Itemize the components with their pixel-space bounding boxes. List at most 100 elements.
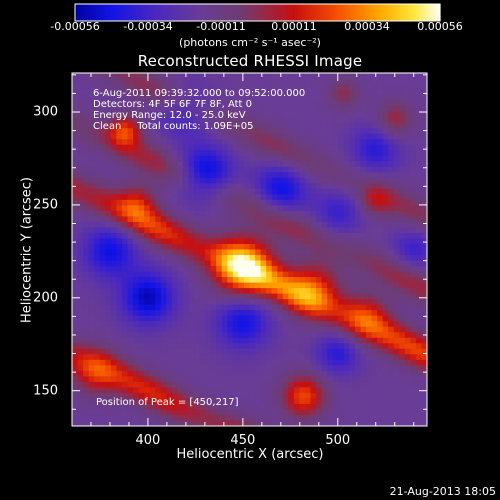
heatmap-cell (160, 216, 167, 223)
heatmap-cell (127, 326, 134, 333)
heatmap-cell (316, 111, 323, 118)
heatmap-cell (271, 172, 278, 179)
heatmap-cell (133, 227, 140, 234)
heatmap-cell (271, 343, 278, 350)
heatmap-cell (371, 227, 378, 234)
heatmap-cell (188, 392, 195, 399)
heatmap-cell (393, 310, 400, 317)
heatmap-cell (388, 183, 395, 190)
heatmap-cell (349, 271, 356, 278)
heatmap-cell (127, 315, 134, 322)
heatmap-cell (116, 403, 123, 410)
heatmap-cell (321, 365, 328, 372)
heatmap-cell (293, 299, 300, 306)
heatmap-cell (377, 161, 384, 168)
heatmap-cell (327, 403, 334, 410)
heatmap-cell (88, 139, 95, 146)
heatmap-cell (144, 365, 151, 372)
heatmap-cell (382, 299, 389, 306)
heatmap-cell (243, 78, 250, 85)
heatmap-cell (110, 117, 117, 124)
heatmap-cell (260, 409, 267, 416)
heatmap-cell (299, 205, 306, 212)
heatmap-cell (238, 95, 245, 102)
heatmap-cell (260, 216, 267, 223)
heatmap-cell (121, 326, 128, 333)
heatmap-cell (199, 183, 206, 190)
heatmap-cell (249, 403, 256, 410)
heatmap-cell (166, 89, 173, 96)
heatmap-cell (360, 315, 367, 322)
heatmap-cell (404, 194, 411, 201)
colorbar-swatch (215, 4, 219, 21)
heatmap-cell (266, 188, 273, 195)
heatmap-cell (260, 354, 267, 361)
heatmap-cell (404, 111, 411, 118)
heatmap-cell (404, 321, 411, 328)
heatmap-cell (338, 166, 345, 173)
heatmap-cell (77, 150, 84, 157)
heatmap-cell (194, 414, 201, 421)
heatmap-cell (332, 321, 339, 328)
heatmap-cell (404, 139, 411, 146)
heatmap-cell (77, 354, 84, 361)
heatmap-cell (177, 238, 184, 245)
heatmap-cell (338, 343, 345, 350)
heatmap-cell (293, 166, 300, 173)
heatmap-cell (149, 172, 156, 179)
heatmap-cell (188, 343, 195, 350)
heatmap-cell (277, 78, 284, 85)
heatmap-cell (166, 343, 173, 350)
heatmap-cell (255, 188, 262, 195)
heatmap-cell (393, 288, 400, 295)
heatmap-cell (216, 365, 223, 372)
heatmap-cell (338, 420, 345, 427)
heatmap-cell (144, 128, 151, 135)
heatmap-cell (99, 266, 106, 273)
heatmap-cell (72, 128, 79, 135)
heatmap-cell (138, 122, 145, 129)
heatmap-cell (94, 161, 101, 168)
heatmap-cell (243, 227, 250, 234)
heatmap-cell (293, 216, 300, 223)
heatmap-cell (266, 409, 273, 416)
heatmap-cell (360, 376, 367, 383)
heatmap-cell (99, 315, 106, 322)
heatmap-cell (399, 161, 406, 168)
heatmap-cell (277, 216, 284, 223)
heatmap-cell (210, 232, 217, 239)
colorbar-swatch (137, 4, 141, 21)
heatmap-cell (144, 221, 151, 228)
heatmap-cell (199, 106, 206, 113)
heatmap-cell (282, 315, 289, 322)
heatmap-cell (304, 337, 312, 344)
heatmap-cell (249, 243, 256, 250)
heatmap-cell (182, 117, 189, 124)
heatmap-cell (343, 332, 350, 339)
heatmap-cell (332, 84, 339, 91)
heatmap-cell (199, 166, 206, 173)
heatmap-cell (121, 188, 128, 195)
heatmap-cell (205, 194, 212, 201)
heatmap-cell (338, 227, 345, 234)
heatmap-cell (188, 210, 195, 217)
heatmap-cell (188, 288, 195, 295)
heatmap-cell (205, 260, 212, 267)
heatmap-cell (421, 188, 428, 195)
heatmap-cell (255, 122, 262, 129)
heatmap-cell (277, 282, 284, 289)
heatmap-cell (360, 255, 367, 262)
heatmap-cell (365, 243, 373, 250)
heatmap-cell (105, 155, 112, 162)
heatmap-cell (365, 150, 373, 157)
heatmap-cell (399, 238, 406, 245)
heatmap-cell (232, 89, 239, 96)
heatmap-cell (382, 376, 389, 383)
heatmap-cell (266, 199, 273, 206)
heatmap-cell (116, 205, 123, 212)
heatmap-cell (105, 266, 112, 273)
heatmap-cell (144, 177, 151, 184)
heatmap-cell (149, 370, 156, 377)
heatmap-cell (182, 95, 189, 102)
heatmap-cell (72, 414, 79, 421)
